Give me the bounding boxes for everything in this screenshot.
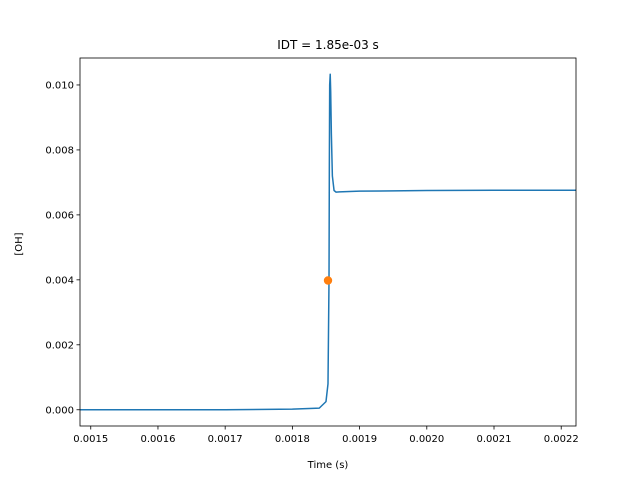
x-axis-label: Time (s)	[307, 460, 349, 471]
idt-marker-point	[323, 276, 333, 285]
oh-concentration-line	[80, 73, 576, 411]
x-tick-label: 0.0016	[140, 434, 175, 445]
x-tick-label: 0.0017	[208, 434, 243, 445]
x-tick-label: 0.0021	[477, 434, 512, 445]
x-tick-label: 0.0015	[73, 434, 108, 445]
y-tick-label: 0.000	[45, 405, 74, 416]
y-axis-label: [OH]	[14, 232, 25, 255]
y-tick-label: 0.010	[45, 80, 74, 91]
plot-area	[80, 73, 576, 411]
plot-frame	[79, 57, 577, 427]
y-tick-label: 0.006	[45, 210, 74, 221]
y-tick-label: 0.002	[45, 340, 74, 351]
y-tick-label: 0.008	[45, 145, 74, 156]
x-tick-label: 0.0020	[409, 434, 444, 445]
x-tick-label: 0.0022	[544, 434, 579, 445]
chart-title: IDT = 1.85e-03 s	[277, 38, 379, 52]
y-tick-label: 0.004	[45, 275, 74, 286]
x-tick-label: 0.0018	[275, 434, 310, 445]
x-tick-label: 0.0019	[342, 434, 377, 445]
